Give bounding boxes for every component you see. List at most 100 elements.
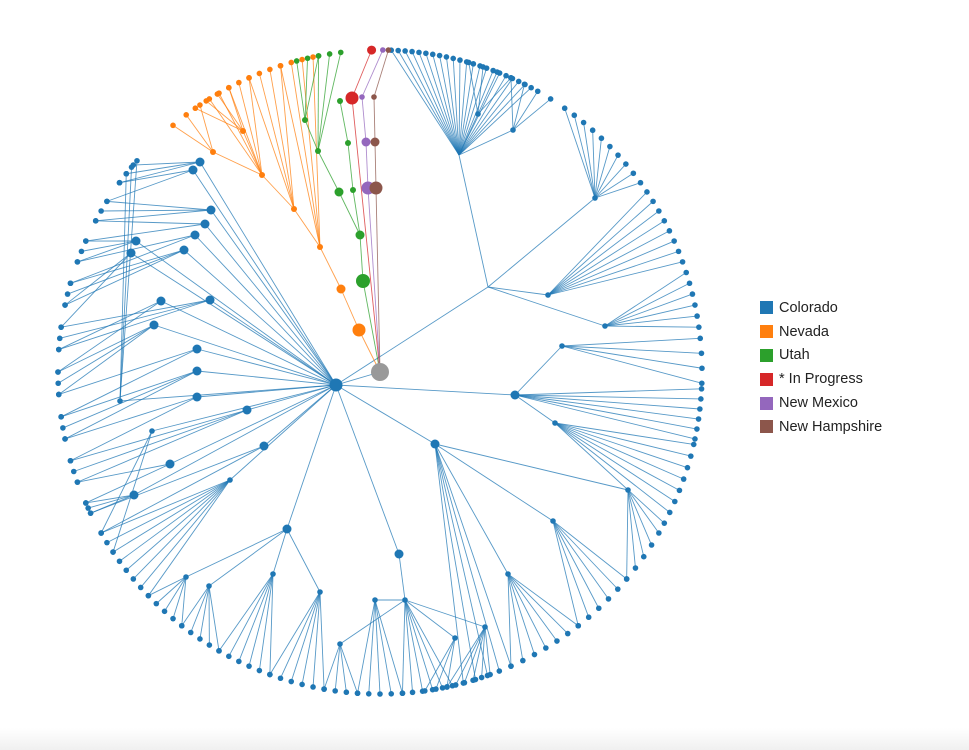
leaf-node[interactable] [98,208,104,214]
leaf-node[interactable] [699,365,705,372]
leaf-node[interactable] [145,592,152,599]
leaf-node[interactable] [585,614,592,621]
nevada-node[interactable] [210,149,216,155]
in-progress-leaf[interactable] [367,45,377,55]
branch-node[interactable] [179,245,189,255]
leaf-node[interactable] [694,313,700,319]
leaf-node[interactable] [684,464,691,471]
branch-node[interactable] [552,420,558,426]
branch-node[interactable] [602,323,608,329]
leaf-node[interactable] [236,658,242,665]
branch-node[interactable] [625,487,631,493]
leaf-node[interactable] [128,164,135,170]
new-hampshire-leaf[interactable] [385,47,392,53]
branch-node[interactable] [510,127,516,133]
branch-node[interactable] [317,589,323,595]
utah-node[interactable] [356,274,370,288]
leaf-node[interactable] [697,335,704,342]
leaf-node[interactable] [679,259,686,265]
leaf-node[interactable] [60,425,66,431]
leaf-node[interactable] [672,498,678,505]
leaf-node[interactable] [321,686,327,692]
branch-node[interactable] [129,490,139,500]
leaf-node[interactable] [675,248,682,255]
branch-node[interactable] [559,343,565,349]
utah-leaf[interactable] [337,49,344,56]
leaf-node[interactable] [433,686,439,692]
nevada-leaf[interactable] [214,91,221,97]
branch-node[interactable] [149,428,155,434]
branch-node[interactable] [126,248,136,258]
leaf-node[interactable] [695,416,702,422]
leaf-node[interactable] [56,335,63,342]
leaf-node[interactable] [680,476,687,482]
branch-node[interactable] [270,571,276,577]
nevada-leaf[interactable] [183,112,190,118]
leaf-node[interactable] [698,396,704,402]
nevada-node[interactable] [317,244,323,250]
branch-node[interactable] [482,624,488,630]
leaf-node[interactable] [388,691,395,697]
leaf-node[interactable] [520,657,526,664]
leaf-node[interactable] [55,380,61,387]
leaf-node[interactable] [692,436,698,442]
leaf-node[interactable] [564,630,571,637]
new-hampshire-node[interactable] [369,181,383,195]
leaf-node[interactable] [92,218,99,224]
nevada-leaf[interactable] [236,79,242,86]
branch-node[interactable] [192,392,202,402]
legend-item-new-mexico[interactable]: New Mexico [760,391,940,415]
utah-node[interactable] [350,187,356,193]
leaf-node[interactable] [170,615,176,622]
leaf-node[interactable] [429,51,436,58]
branch-node[interactable] [242,405,252,415]
leaf-node[interactable] [402,48,408,54]
nevada-node[interactable] [240,128,246,134]
branch-node[interactable] [372,597,378,603]
leaf-node[interactable] [547,96,554,102]
branch-node[interactable] [192,344,202,354]
branch-node[interactable] [195,157,205,167]
leaf-node[interactable] [528,84,534,91]
utah-node[interactable] [334,187,344,197]
new-hampshire-node[interactable] [371,94,377,100]
leaf-node[interactable] [644,189,650,195]
leaf-node[interactable] [637,179,644,186]
leaf-node[interactable] [310,684,316,690]
nevada-leaf[interactable] [277,62,284,69]
leaf-node[interactable] [55,391,62,398]
leaf-node[interactable] [683,269,690,276]
leaf-node[interactable] [444,684,450,690]
leaf-node[interactable] [521,81,528,88]
leaf-node[interactable] [104,539,110,546]
leaf-node[interactable] [623,576,630,582]
leaf-node[interactable] [543,645,549,651]
leaf-node[interactable] [85,505,91,511]
legend-item-in-progress[interactable]: * In Progress [760,367,940,391]
leaf-node[interactable] [450,55,457,62]
colorado-hub-node[interactable] [329,378,343,392]
branch-node[interactable] [192,366,202,376]
leaf-node[interactable] [589,127,596,134]
nevada-leaf[interactable] [170,122,176,129]
leaf-node[interactable] [515,78,522,85]
leaf-node[interactable] [87,510,94,516]
leaf-node[interactable] [423,50,429,57]
leaf-node[interactable] [288,678,295,685]
leaf-node[interactable] [130,576,137,582]
branch-node[interactable] [206,205,216,215]
leaf-node[interactable] [277,675,284,682]
leaf-node[interactable] [630,170,637,177]
leaf-node[interactable] [480,64,486,70]
leaf-node[interactable] [365,691,372,697]
legend-item-new-hampshire[interactable]: New Hampshire [760,415,940,439]
leaf-node[interactable] [58,324,64,330]
leaf-node[interactable] [83,238,89,244]
leaf-node[interactable] [226,653,232,660]
leaf-node[interactable] [656,530,662,536]
leaf-node[interactable] [689,291,696,297]
leaf-node[interactable] [116,179,123,186]
leaf-node[interactable] [623,161,629,167]
leaf-node[interactable] [74,479,81,485]
leaf-node[interactable] [571,112,578,119]
